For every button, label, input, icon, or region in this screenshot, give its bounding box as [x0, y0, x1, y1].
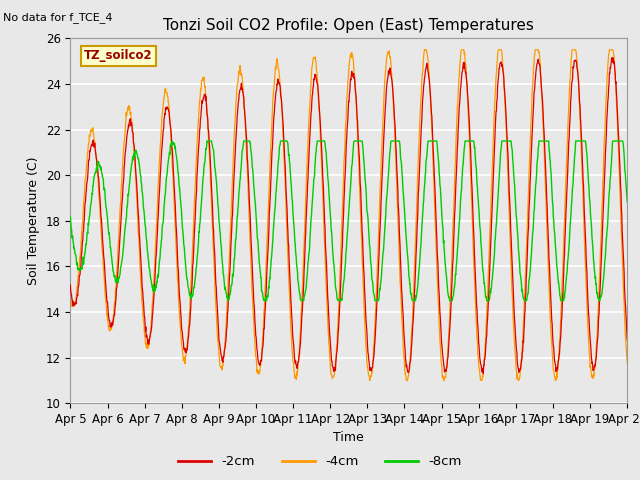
Y-axis label: Soil Temperature (C): Soil Temperature (C)	[27, 156, 40, 285]
X-axis label: Time: Time	[333, 432, 364, 444]
Legend: -2cm, -4cm, -8cm: -2cm, -4cm, -8cm	[173, 450, 467, 473]
Text: No data for f_TCE_4: No data for f_TCE_4	[3, 12, 113, 23]
Title: Tonzi Soil CO2 Profile: Open (East) Temperatures: Tonzi Soil CO2 Profile: Open (East) Temp…	[163, 18, 534, 33]
Text: TZ_soilco2: TZ_soilco2	[84, 49, 153, 62]
